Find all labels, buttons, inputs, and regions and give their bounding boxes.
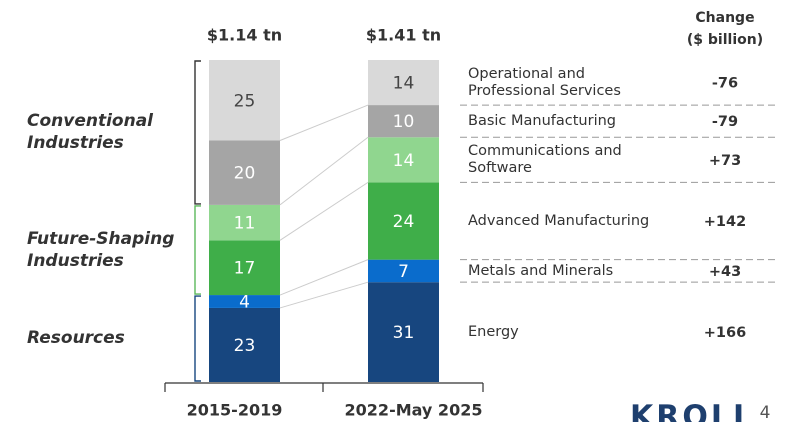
- series-name: Communications and Software: [468, 143, 622, 176]
- x-tick-label: 2015-2019: [187, 401, 283, 420]
- x-tick-label: 2022-May 2025: [345, 401, 483, 420]
- bar-total: $1.14 tn: [207, 26, 282, 45]
- bar-segment: [209, 140, 280, 205]
- segment-label: 17: [234, 259, 256, 279]
- page-number: 4: [760, 403, 771, 422]
- bar-segment: [209, 307, 280, 382]
- segment-label: 20: [234, 164, 256, 184]
- connector: [279, 104, 369, 141]
- series-name: Metals and Minerals: [468, 262, 614, 279]
- change-value: +142: [704, 214, 746, 230]
- segment-label: 25: [234, 91, 256, 111]
- bar-segment: [368, 105, 439, 138]
- segment-label: 4: [239, 293, 250, 313]
- group-label: Future-Shaping Industries: [27, 228, 175, 271]
- connector: [279, 181, 369, 241]
- series-name: Basic Manufacturing: [468, 112, 616, 129]
- logo: KROLL: [630, 400, 755, 422]
- segment-label: 14: [393, 74, 415, 94]
- segment-label: 14: [393, 151, 415, 171]
- change-value: +43: [709, 264, 741, 280]
- segment-label: 23: [234, 336, 256, 356]
- bar-segment: [209, 60, 280, 141]
- bar-segment: [209, 204, 280, 241]
- change-header: ($ billion): [687, 32, 763, 48]
- change-value: -76: [712, 76, 738, 92]
- segment-label: 7: [398, 262, 409, 282]
- bar-segment: [368, 282, 439, 382]
- bar-segment: [209, 240, 280, 296]
- change-value: -79: [712, 114, 738, 130]
- segment-label: 11: [234, 214, 256, 234]
- connector: [279, 259, 369, 296]
- bar-segment: [209, 295, 280, 308]
- series-name: Energy: [468, 323, 519, 340]
- group-label: Resources: [27, 328, 125, 349]
- segment-label: 10: [393, 112, 415, 132]
- segment-label: 31: [393, 323, 415, 343]
- change-value: +73: [709, 153, 741, 169]
- bar-segment: [368, 259, 439, 283]
- change-header: Change: [695, 10, 754, 26]
- bar-total: $1.41 tn: [366, 26, 441, 45]
- series-name: Operational and Professional Services: [468, 65, 621, 99]
- series-name: Advanced Manufacturing: [468, 212, 650, 229]
- bar-segment: [368, 137, 439, 183]
- group-bracket: [194, 205, 201, 295]
- group-bracket: [194, 60, 201, 205]
- bar-segment: [368, 60, 439, 106]
- change-value: +166: [704, 325, 746, 341]
- bar-segment: [368, 182, 439, 260]
- group-label: Conventional Industries: [27, 111, 154, 154]
- group-bracket: [194, 295, 201, 382]
- connector: [279, 281, 369, 309]
- connector: [279, 136, 369, 206]
- segment-label: 24: [393, 212, 415, 232]
